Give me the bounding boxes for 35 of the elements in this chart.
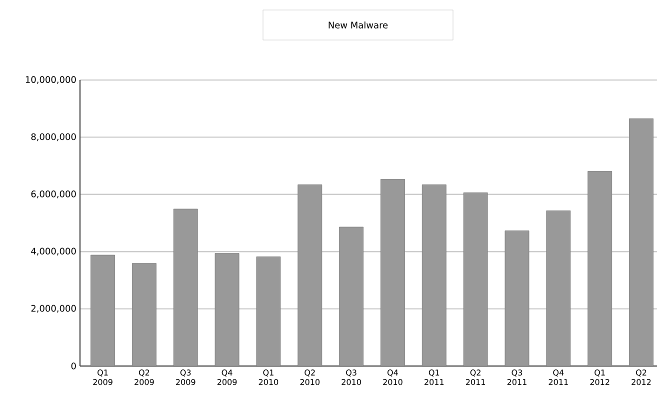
bar: [339, 226, 364, 366]
bar: [256, 256, 281, 366]
bar: [504, 230, 530, 366]
x-tick-label: Q4 2009: [217, 370, 237, 386]
bar: [546, 210, 571, 366]
x-tick-label: Q1 2009: [93, 370, 112, 386]
x-tick-label: Q3 2009: [176, 370, 196, 386]
bar: [629, 118, 654, 366]
x-tick-label: Q3 2011: [507, 370, 526, 386]
x-tick-label: Q2 2011: [466, 370, 486, 386]
y-tick-label: 4,000,000: [31, 248, 76, 256]
x-tick-label: Q4 2010: [383, 370, 402, 386]
chart-title: New Malware: [328, 22, 388, 28]
bar: [463, 192, 488, 366]
bar: [90, 254, 115, 366]
x-tick-label: Q2 2012: [632, 370, 651, 386]
bar: [298, 184, 322, 366]
y-tick-label: 6,000,000: [31, 190, 76, 198]
bar: [132, 263, 156, 366]
x-tick-label: Q3 2010: [342, 370, 361, 386]
bar: [380, 179, 405, 366]
y-tick-label: 8,000,000: [31, 133, 76, 142]
bar: [588, 171, 612, 366]
y-tick-label: 10,000,000: [26, 76, 76, 84]
x-tick-label: Q1 2010: [258, 370, 278, 386]
y-tick-label: 0: [71, 362, 76, 370]
bar: [422, 184, 446, 366]
bar: [214, 253, 240, 366]
x-tick-label: Q1 2012: [590, 370, 610, 386]
y-tick-label: 2,000,000: [31, 304, 76, 313]
bar: [173, 208, 198, 366]
x-tick-label: Q2 2010: [300, 370, 320, 386]
x-tick-label: Q1 2011: [424, 370, 444, 386]
x-tick-label: Q2 2009: [134, 370, 154, 386]
x-tick-label: Q4 2011: [548, 370, 568, 386]
